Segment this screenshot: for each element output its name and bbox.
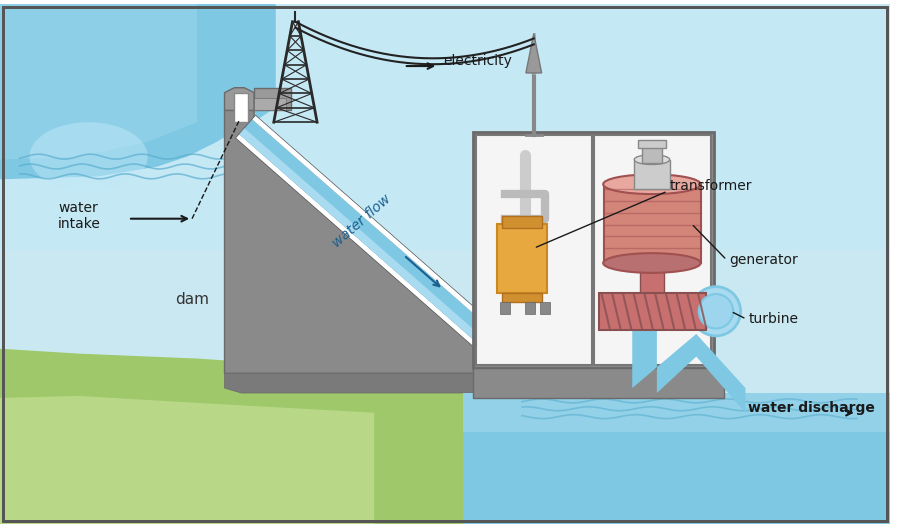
Bar [472,132,713,369]
Polygon shape [236,116,497,350]
Bar [472,369,723,398]
Ellipse shape [602,174,700,194]
Ellipse shape [698,294,732,328]
Bar [603,184,701,263]
Text: turbine: turbine [748,312,797,326]
Polygon shape [252,116,497,331]
Text: water discharge: water discharge [748,401,874,415]
Polygon shape [631,330,745,413]
Polygon shape [239,119,493,346]
Text: water
intake: water intake [57,201,100,231]
Bar [598,293,705,330]
Bar [593,135,711,365]
Bar [639,258,663,297]
Ellipse shape [691,287,740,336]
Polygon shape [224,88,254,110]
Bar [475,135,591,365]
Text: transformer: transformer [669,179,751,193]
Ellipse shape [602,253,700,273]
Bar [234,92,248,122]
Bar [499,303,509,314]
Ellipse shape [30,122,147,191]
Polygon shape [254,88,290,110]
Polygon shape [224,110,482,373]
Polygon shape [0,4,275,180]
Polygon shape [0,250,889,524]
Text: dam: dam [175,292,209,307]
Polygon shape [526,34,541,73]
Bar [641,145,661,163]
Polygon shape [236,134,480,350]
Bar [502,216,541,228]
Text: generator: generator [728,253,796,267]
Polygon shape [0,4,889,524]
Bar [502,293,541,303]
Bar [525,303,535,314]
Polygon shape [0,4,197,159]
Polygon shape [254,98,285,110]
Bar [462,393,889,432]
Polygon shape [0,348,472,524]
Polygon shape [224,373,482,393]
Bar [497,224,546,293]
Ellipse shape [634,155,669,165]
Text: electricity: electricity [442,54,511,68]
Polygon shape [0,396,374,524]
Polygon shape [462,393,889,524]
Polygon shape [239,128,485,346]
Bar [539,303,549,314]
Bar [638,140,665,148]
Text: water flow: water flow [330,192,394,250]
Bar [634,159,669,189]
Polygon shape [477,297,598,373]
